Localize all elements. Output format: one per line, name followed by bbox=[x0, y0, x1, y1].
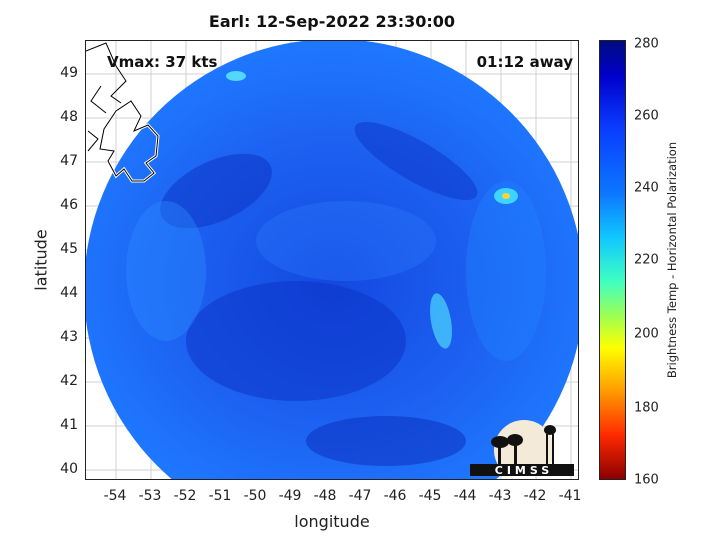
x-tick-label: -41 bbox=[558, 488, 582, 504]
y-axis-label: latitude bbox=[31, 229, 51, 291]
brightness-temp-swath bbox=[86, 41, 578, 479]
y-tick-label: 45 bbox=[60, 241, 78, 257]
x-tick-label: -51 bbox=[208, 488, 232, 504]
x-tick-label: -43 bbox=[488, 488, 512, 504]
x-tick-label: -49 bbox=[278, 488, 302, 504]
colorbar-tick-label: 280 bbox=[634, 36, 659, 52]
y-tick-label: 43 bbox=[60, 329, 78, 345]
time-away-label: 01:12 away bbox=[476, 53, 573, 71]
y-tick-label: 48 bbox=[60, 109, 78, 125]
y-tick-label: 44 bbox=[60, 285, 78, 301]
x-tick-label: -45 bbox=[418, 488, 442, 504]
x-tick-label: -44 bbox=[453, 488, 477, 504]
colorbar-tick-label: 240 bbox=[634, 180, 659, 196]
x-tick-label: -42 bbox=[523, 488, 547, 504]
x-axis-label: longitude bbox=[294, 512, 370, 531]
y-tick-label: 40 bbox=[60, 461, 78, 477]
x-tick-label: -53 bbox=[138, 488, 162, 504]
colorbar-tick-label: 260 bbox=[634, 108, 659, 124]
vmax-label: Vmax: 37 kts bbox=[107, 53, 218, 71]
colorbar-tick-label: 200 bbox=[634, 326, 659, 342]
y-tick-label: 42 bbox=[60, 373, 78, 389]
y-tick-label: 49 bbox=[60, 65, 78, 81]
y-tick-label: 41 bbox=[60, 417, 78, 433]
x-tick-label: -48 bbox=[313, 488, 337, 504]
map-title: Earl: 12-Sep-2022 23:30:00 bbox=[208, 12, 456, 31]
cimss-logo bbox=[470, 420, 574, 476]
map-plot-area bbox=[85, 40, 579, 480]
colorbar bbox=[599, 40, 626, 480]
cimss-logo-text: CIMSS bbox=[494, 464, 554, 477]
colorbar-tick-label: 160 bbox=[634, 472, 659, 488]
colorbar-label: Brightness Temp - Horizontal Polarizatio… bbox=[665, 141, 679, 379]
x-tick-label: -47 bbox=[348, 488, 372, 504]
coastline-north bbox=[86, 42, 127, 152]
y-tick-label: 46 bbox=[60, 197, 78, 213]
x-tick-label: -54 bbox=[103, 488, 127, 504]
x-tick-label: -46 bbox=[383, 488, 407, 504]
satellite-swath-image bbox=[86, 41, 578, 479]
y-tick-label: 47 bbox=[60, 153, 78, 169]
colorbar-tick-label: 180 bbox=[634, 400, 659, 416]
colorbar-tick-label: 220 bbox=[634, 252, 659, 268]
x-tick-label: -50 bbox=[243, 488, 267, 504]
coastline bbox=[99, 100, 159, 182]
x-tick-label: -52 bbox=[173, 488, 197, 504]
